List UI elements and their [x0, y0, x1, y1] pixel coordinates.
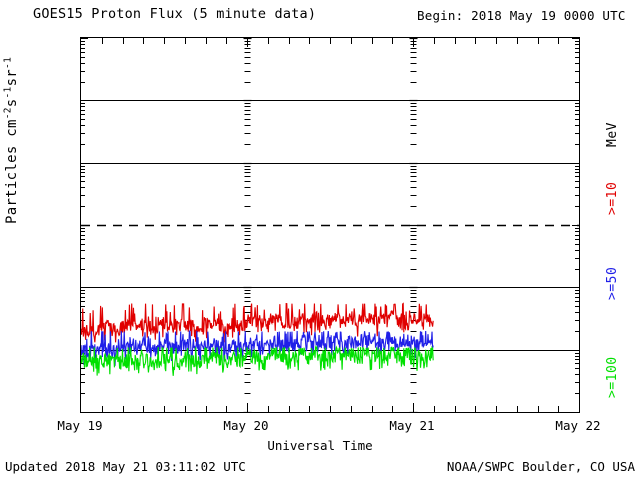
- y-axis-title-exp2: -1: [2, 86, 14, 99]
- series-trace-p10: [81, 302, 434, 343]
- y-axis-title: Particles cm-2s-1sr-1: [2, 56, 20, 224]
- legend-entry-p10: >=10: [605, 181, 620, 215]
- page-title: GOES15 Proton Flux (5 minute data): [33, 6, 317, 22]
- x-tick-label-may20: May 20: [223, 418, 269, 433]
- series-trace-p50: [81, 330, 434, 366]
- x-tick-label-may19: May 19: [57, 418, 103, 433]
- x-tick-label-may21: May 21: [389, 418, 435, 433]
- updated-timestamp: Updated 2018 May 21 03:11:02 UTC: [5, 459, 246, 474]
- legend-unit-mev: MeV: [605, 122, 620, 147]
- y-axis-title-exp3: -1: [2, 56, 14, 69]
- x-tick-label-may22: May 22: [555, 418, 601, 433]
- legend-entry-p100: >=100: [605, 356, 620, 398]
- y-axis-title-part3: sr: [4, 68, 20, 87]
- series-trace-p100: [81, 345, 434, 376]
- plot-frame: [80, 37, 580, 413]
- plot-svg: [81, 38, 579, 412]
- x-axis-title: Universal Time: [267, 438, 373, 453]
- y-axis-title-part2: s: [4, 98, 20, 108]
- plot-area: [81, 38, 579, 412]
- y-axis-title-exp1: -2: [2, 107, 14, 120]
- begin-time-label: Begin: 2018 May 19 0000 UTC: [417, 8, 626, 23]
- provider-credit: NOAA/SWPC Boulder, CO USA: [446, 459, 635, 474]
- y-axis-title-part1: Particles cm: [4, 119, 20, 224]
- legend-entry-p50: >=50: [605, 266, 620, 300]
